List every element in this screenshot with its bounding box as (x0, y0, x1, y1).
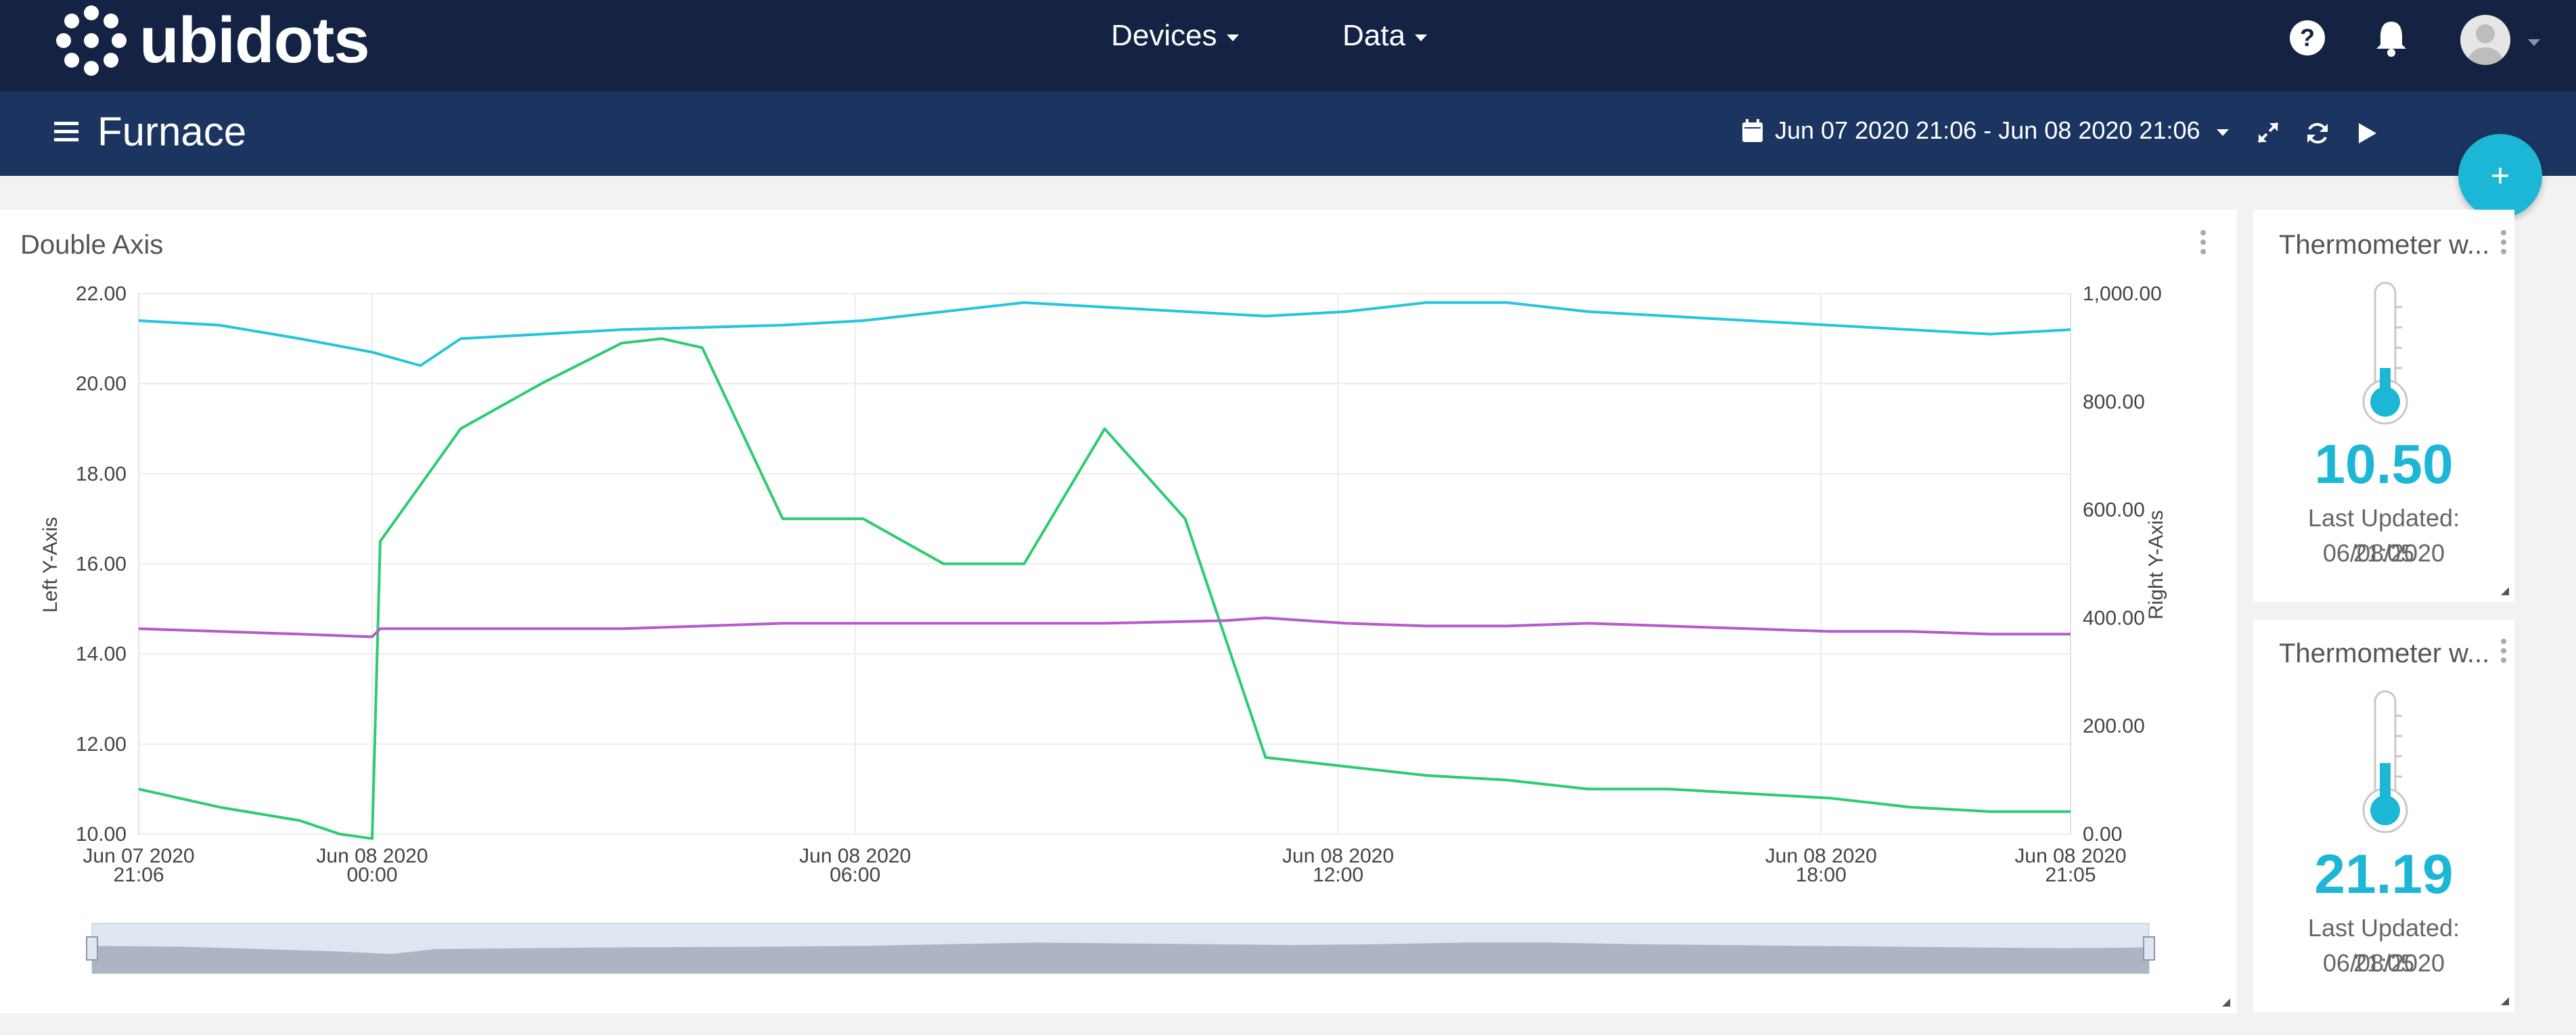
thermometer-icon (2362, 690, 2408, 833)
left-tick-label: 18.00 (76, 463, 127, 485)
bell-icon[interactable] (2372, 19, 2410, 60)
left-axis-title: Left Y-Axis (39, 517, 62, 613)
data-menu-label: Data (1342, 19, 1405, 52)
purple-series-line (138, 616, 2071, 639)
widget-options-icon[interactable] (2501, 639, 2506, 667)
right-tick-label: 1,000.00 (2083, 283, 2162, 305)
right-tick-label: 0.00 (2083, 823, 2122, 846)
x-tick-label: Jun 08 2020 (1765, 845, 1877, 867)
x-tick-label: 21:05 (2045, 864, 2096, 886)
last-updated-text: Last Updated: 06/08/2020 (2307, 914, 2460, 977)
left-tick-label: 12.00 (76, 733, 127, 756)
expand-icon[interactable] (2257, 122, 2279, 143)
x-tick-label: Jun 08 2020 (1282, 845, 1394, 867)
left-tick-label: 22.00 (76, 283, 127, 305)
left-tick-label: 14.00 (76, 643, 127, 666)
data-menu[interactable]: Data (1342, 19, 1427, 53)
user-avatar[interactable] (2460, 15, 2510, 65)
resize-handle-icon[interactable] (2501, 587, 2509, 595)
thermometer-widget: Thermometer w... 21.19 Last Updated: 06/… (2253, 620, 2514, 1012)
navigator-right-handle[interactable] (2143, 936, 2155, 961)
svg-text:?: ? (2300, 24, 2315, 51)
devices-menu[interactable]: Devices (1111, 19, 1239, 53)
x-tick-label: Jun 07 2020 (83, 845, 194, 867)
right-tick-label: 400.00 (2083, 607, 2145, 629)
resize-handle-icon[interactable] (2222, 998, 2230, 1007)
right-tick-label: 200.00 (2083, 715, 2145, 737)
green-series-line (138, 337, 2071, 840)
calendar-icon (1742, 119, 1763, 142)
widget-options-icon[interactable] (2501, 230, 2506, 258)
x-tick-label: Jun 08 2020 (316, 845, 428, 867)
thermometer-value: 21.19 (2314, 844, 2454, 905)
chevron-down-icon[interactable] (2528, 39, 2540, 46)
chevron-down-icon (1414, 34, 1427, 41)
thermometer-widget: Thermometer w... 10.50 Last Updated: 06/… (2253, 210, 2514, 602)
navigator-left-handle[interactable] (86, 936, 98, 961)
date-range-text: Jun 07 2020 21:06 - Jun 08 2020 21:06 (1775, 116, 2200, 144)
x-tick-label: 12:00 (1313, 864, 1363, 886)
date-range-picker[interactable]: Jun 07 2020 21:06 - Jun 08 2020 21:06 (1742, 116, 2229, 145)
x-tick-label: 00:00 (346, 864, 397, 886)
resize-handle-icon[interactable] (2501, 997, 2509, 1005)
thermometer-value: 10.50 (2314, 434, 2454, 495)
dashboard-bar: Furnace Jun 07 2020 21:06 - Jun 08 2020 … (0, 91, 2576, 176)
widget-title: Thermometer w... (2279, 639, 2490, 668)
widget-title: Thermometer w... (2279, 230, 2490, 260)
x-tick-label: 21:06 (113, 864, 164, 886)
widget-title: Double Axis (20, 230, 164, 260)
widget-options-icon[interactable] (2200, 230, 2206, 258)
last-updated-text: Last Updated: 06/08/2020 (2307, 504, 2460, 567)
hamburger-menu-icon[interactable] (54, 120, 78, 143)
play-icon[interactable] (2357, 122, 2378, 145)
x-tick-label: 06:00 (830, 864, 880, 886)
dashboard-title-group: Furnace (54, 108, 246, 155)
add-widget-button[interactable]: + (2458, 134, 2542, 218)
left-tick-label: 20.00 (76, 373, 127, 395)
right-tick-label: 600.00 (2083, 499, 2145, 522)
ubidots-dots-icon (56, 5, 127, 76)
logo-text: ubidots (139, 4, 370, 76)
page-title: Furnace (97, 109, 247, 154)
x-tick-label: 18:00 (1796, 864, 1847, 886)
double-axis-chart: 22.00 20.00 18.00 16.00 14.00 12.00 10.00 1,000… (39, 283, 2167, 974)
ubidots-logo[interactable]: ubidots (54, 0, 370, 81)
time-navigator[interactable] (86, 923, 2155, 974)
top-navbar: ubidots Devices Data ? (0, 0, 2576, 91)
chevron-down-icon (1226, 34, 1239, 41)
devices-menu-label: Devices (1111, 19, 1217, 52)
left-tick-label: 10.00 (76, 823, 127, 846)
last-updated-time: 21:05 (2353, 949, 2415, 977)
chevron-down-icon (2216, 129, 2229, 136)
refresh-icon[interactable] (2305, 121, 2330, 145)
thermometer-icon (2362, 281, 2408, 425)
left-tick-label: 16.00 (76, 553, 127, 576)
right-axis-title: Right Y-Axis (2145, 510, 2167, 620)
help-icon[interactable]: ? (2288, 19, 2326, 60)
last-updated-time: 21:05 (2353, 539, 2415, 567)
cyan-series-line (138, 301, 2071, 367)
double-axis-widget: Double Axis 22.00 20.00 18.00 16.00 14.00 12.… (0, 210, 2237, 1013)
right-tick-label: 800.00 (2083, 391, 2145, 413)
x-tick-label: Jun 08 2020 (799, 845, 911, 867)
x-tick-label: Jun 08 2020 (2014, 845, 2126, 867)
